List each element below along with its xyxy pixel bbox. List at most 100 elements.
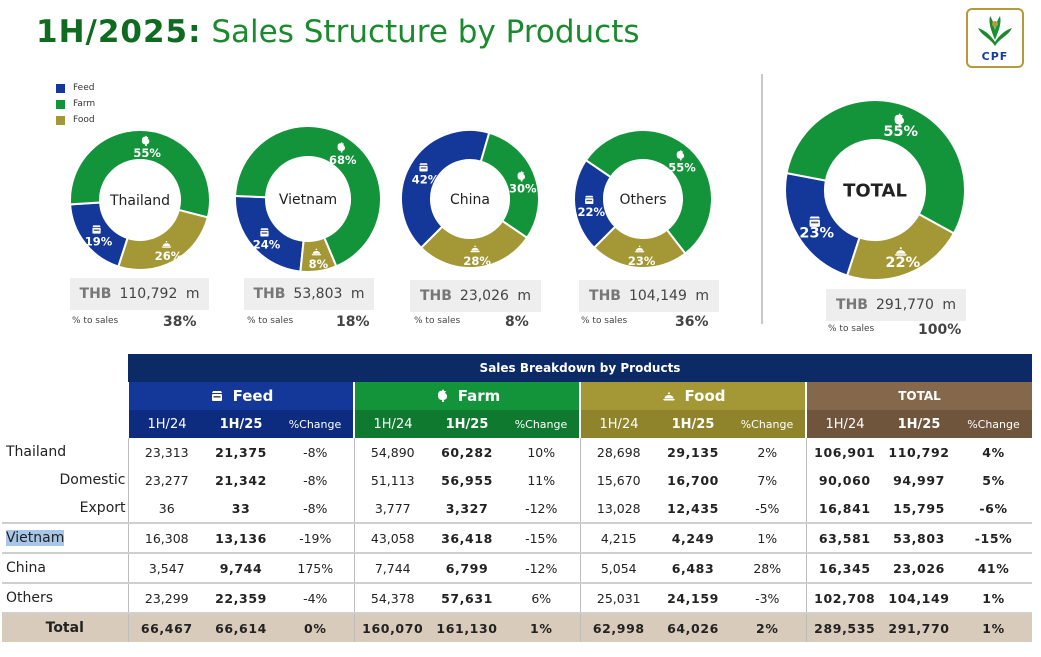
row-label: Total [2,612,128,642]
pct-to-sales-value: 38% [163,314,197,330]
column-header: 1H/24 [353,410,431,438]
cpf-logo: CPF [966,8,1024,68]
table-cell: 16,308 [127,522,205,553]
table-cell: 7,744 [353,552,431,583]
slice-farm [785,99,966,235]
pct-to-sales-value: 36% [675,314,709,330]
slice-label-farm: 55% [883,124,918,140]
group-header-food: Food [579,382,806,410]
donut-thailand: 19% 55% 26% Thailand [69,129,211,271]
page-title: 1H/2025: Sales Structure by Products [36,14,640,50]
table-cell: 7% [757,472,778,488]
legend-swatch-food [56,115,65,125]
unit: m [690,288,709,304]
table-cell: -8% [303,500,328,516]
column-header: %Change [729,410,806,438]
pct-to-sales-label: % to sales [581,316,628,326]
farm-icon [437,389,447,402]
table-cell: 104,149 [883,582,955,613]
column-header: 1H/25 [657,410,729,438]
table-cell: 64,026 [657,612,729,642]
sales-box-thailand: THB 110,792 m [70,278,209,310]
table-cell: 291,770 [883,612,955,642]
slice-label-farm: 30% [509,182,537,196]
column-header: 1H/25 [883,410,955,438]
donut-china: 42% 30% 28% China [400,129,540,269]
sales-value: 110,792 [119,286,178,302]
column-header: 1H/24 [805,410,883,438]
table-cell: 23,313 [127,438,205,466]
donut-title: TOTAL [843,180,907,201]
unit: m [937,297,956,313]
table-cell: -5% [755,500,780,516]
slice-label-food: 28% [463,254,491,268]
table-cell: 28,698 [579,438,657,466]
table-cell: 110,792 [888,444,950,460]
slice-label-feed: 42% [412,173,440,187]
table-cell: 3,547 [127,552,205,583]
currency: THB [79,286,112,302]
donut-vietnam: 24% 68% 8% Vietnam [234,125,382,273]
row-label: Export [2,494,128,523]
currency: THB [836,297,868,313]
table-cell: 5% [982,472,1005,488]
table-cell: 6,799 [431,552,503,583]
table-cell: 0% [277,612,354,642]
group-header-total: TOTAL [805,382,1032,410]
table-cell: 10% [527,444,556,460]
table-corner [2,382,128,410]
table-cell: 15,670 [579,466,657,494]
table-cell: 56,955 [441,472,493,488]
row-label: China [2,552,128,583]
slice-label-feed: 19% [85,235,113,249]
donut-title: Others [619,192,666,208]
slice-label-food: 22% [885,255,920,271]
unit: m [346,286,365,302]
legend-item-farm: Farm [56,96,95,112]
row-label: Domestic [2,466,128,494]
slice-label-feed: 23% [799,226,834,242]
table-cell: -3% [729,582,806,613]
feed-bag-icon [211,391,222,401]
column-header: 1H/24 [127,410,205,438]
feed-icon [260,228,269,237]
legend-swatch-farm [56,99,65,109]
feed-icon [419,163,428,172]
table-cell: 6% [503,582,580,613]
table-cell: 5,054 [579,552,657,583]
donut-others: 22% 55% 23% Others [573,129,713,269]
sales-value: 53,803 [293,286,343,302]
table-cell: 6,483 [657,552,729,583]
table-title: Sales Breakdown by Products [128,354,1032,382]
table-cell: 63,581 [805,522,883,553]
column-header: %Change [503,410,580,438]
column-header: %Change [277,410,354,438]
table-cell: 1% [955,612,1032,642]
table-cell: 60,282 [441,444,493,460]
table-cell: 3,777 [353,494,431,523]
table-cell: -8% [303,444,328,460]
sales-box-china: THB 23,026 m [410,280,541,312]
group-header-feed: Feed [127,382,354,410]
table-cell: 13,136 [205,522,277,553]
table-cell: -15% [955,522,1032,553]
table-cell: 33 [231,500,251,516]
table-cell: 53,803 [883,522,955,553]
slice-label-feed: 24% [253,238,281,252]
slice-label-food: 23% [628,254,656,268]
table-cell: 22,359 [205,582,277,613]
table-row: Export 36 33 -8% 3,777 3,327 -12% 13,028 12,435 -… [2,494,1032,523]
row-label: Others [2,582,128,613]
pct-to-sales-label: % to sales [72,316,119,326]
pct-to-sales-label: % to sales [414,316,461,326]
table-cell: -4% [277,582,354,613]
table-cell: 2% [729,612,806,642]
row-label-text: Export [79,500,126,516]
table-cell: -15% [503,522,580,553]
table-cell: 21,375 [215,444,267,460]
column-header: %Change [955,410,1032,438]
slice-food [419,219,529,269]
row-label-text: Domestic [59,472,126,488]
table-cell: 57,631 [431,582,503,613]
table-cell: 16,700 [667,472,719,488]
